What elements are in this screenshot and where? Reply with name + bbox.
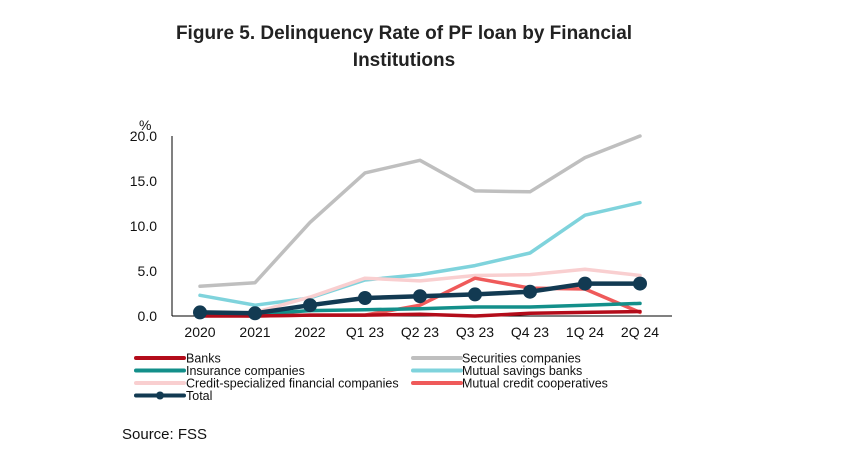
chart-title-line-1: Figure 5. Delinquency Rate of PF loan by… [175, 23, 633, 44]
x-tick-label: 2021 [239, 324, 270, 340]
axes: % 0.0 5.0 10.0 15.0 20.0 2020 2021 2022 Q1 23 Q2 2… [130, 117, 672, 340]
legend-item: Credit-specialized financial companies [134, 377, 399, 391]
chart-title-line-2: Institutions [352, 50, 456, 71]
series-layer [193, 134, 647, 321]
x-tick-label: Q2 23 [401, 324, 439, 340]
series-line [198, 301, 642, 316]
legend-item: Mutual credit cooperatives [411, 377, 608, 391]
data-point [358, 291, 372, 305]
x-tick-label: 1Q 24 [566, 324, 604, 340]
legend-label: Credit-specialized financial companies [186, 377, 399, 391]
legend-item: Banks [134, 352, 221, 366]
data-point [193, 305, 207, 320]
y-tick-label: 5.0 [138, 263, 158, 279]
legend-item: Mutual savings banks [411, 364, 582, 378]
series-line [198, 134, 642, 289]
data-point [413, 289, 427, 304]
data-point [633, 276, 647, 291]
x-tick-label: 2020 [184, 324, 215, 340]
data-point [523, 284, 537, 299]
series-mutual-savings-banks [198, 200, 642, 307]
chart-title: Figure 5. Delinquency Rate of PF loan by… [0, 20, 808, 74]
legend-label: Mutual savings banks [462, 364, 582, 378]
series-line [198, 309, 642, 318]
legend-item: Total [134, 389, 212, 403]
series-line [198, 267, 642, 316]
series-banks [198, 309, 642, 318]
y-tick-label: 0.0 [138, 308, 158, 324]
series-securities-companies [198, 134, 642, 289]
series-insurance-companies [198, 301, 642, 316]
legend-label: Mutual credit cooperatives [462, 377, 608, 391]
series-total [193, 276, 647, 321]
x-tick-label: Q1 23 [346, 324, 384, 340]
legend-marker [156, 391, 164, 400]
series-line [198, 200, 642, 307]
legend-item: Insurance companies [134, 364, 305, 378]
series-credit-specialized-financial-companies [198, 267, 642, 316]
y-tick-label: 20.0 [130, 128, 157, 144]
data-point [578, 276, 592, 291]
x-tick-label: 2Q 24 [621, 324, 659, 340]
data-point [303, 298, 317, 313]
x-tick-label: Q4 23 [511, 324, 549, 340]
y-tick-label: 15.0 [130, 173, 157, 189]
legend: Banks Securities companies Insurance compa… [134, 352, 608, 403]
x-tick-label: 2022 [294, 324, 325, 340]
data-point [248, 306, 262, 321]
legend-label: Insurance companies [186, 364, 305, 378]
legend-item: Securities companies [411, 352, 581, 366]
y-axis-label: % [139, 117, 151, 133]
y-tick-label: 10.0 [130, 218, 157, 234]
x-tick-label: Q3 23 [456, 324, 494, 340]
data-point [468, 287, 482, 302]
legend-label: Securities companies [462, 352, 581, 366]
legend-label: Total [186, 389, 212, 403]
legend-label: Banks [186, 352, 221, 366]
source-note: Source: FSS [122, 426, 208, 443]
